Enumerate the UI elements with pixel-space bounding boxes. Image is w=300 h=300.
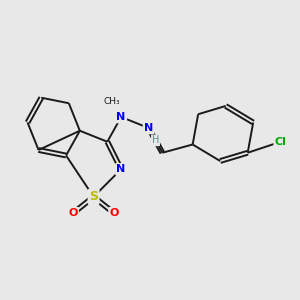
Text: CH₃: CH₃	[103, 97, 120, 106]
Text: N: N	[144, 123, 153, 133]
Text: O: O	[68, 208, 78, 218]
Text: Cl: Cl	[275, 137, 286, 147]
Text: N: N	[116, 164, 126, 174]
Text: H: H	[152, 135, 159, 146]
Text: S: S	[89, 190, 98, 203]
Text: O: O	[110, 208, 119, 218]
Text: N: N	[116, 112, 126, 122]
